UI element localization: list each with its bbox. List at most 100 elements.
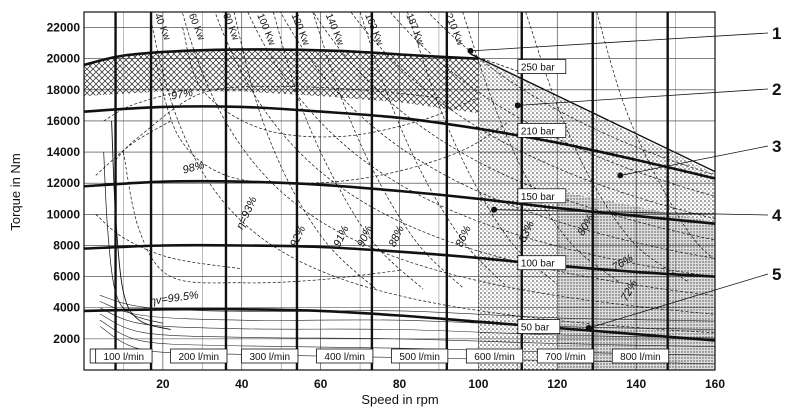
power-curve-2: [214, 12, 715, 297]
efficiency-contour: [272, 12, 424, 290]
efficiency-label: η=93%: [234, 195, 260, 232]
x-tick-label: 160: [705, 377, 725, 391]
leader-250bar: [482, 58, 518, 72]
pressure-curve-4: [84, 307, 715, 342]
power-label: 140 Kw: [323, 12, 346, 48]
efficiency-contour: [103, 91, 179, 122]
power-curve-6: [350, 12, 715, 219]
callout-number: 2: [772, 80, 781, 99]
volumetric-efficiency-line: [99, 307, 715, 339]
flow-label-box: [611, 348, 670, 364]
y-tick-label: 4000: [53, 301, 80, 315]
efficiency-label: 86%: [454, 224, 474, 249]
efficiency-label: 88%: [387, 224, 407, 249]
pressure-label-box: [517, 319, 561, 334]
power-curve-0: [150, 20, 715, 334]
plot-frame: [83, 11, 716, 371]
pressure-label-box: [517, 188, 567, 204]
pressure-label: 210 bar: [521, 126, 556, 137]
volumetric-efficiency-line: [99, 295, 715, 322]
flow-label: 300 l/min: [249, 352, 290, 363]
flow-label: 700 l/min: [545, 352, 586, 363]
efficiency-contour-left: [111, 120, 171, 330]
efficiency-label: 97%: [170, 87, 194, 103]
callout-leader-3: [620, 145, 769, 176]
pressure-curves: [84, 48, 715, 342]
efficiency-label: ηv=99.5%: [149, 289, 200, 308]
flow-label: 800 l/min: [620, 352, 661, 363]
power-label: 163 Kw: [362, 12, 385, 48]
callout-number: 5: [772, 265, 781, 284]
callout-leader-4: [494, 209, 769, 216]
y-tick-label: 2000: [53, 332, 80, 346]
x-tick-label: 100: [468, 377, 488, 391]
flow-label-box: [241, 348, 299, 364]
y-tick-label: 10000: [47, 207, 81, 221]
pressure-label-box: [517, 59, 567, 74]
callout-leader-2: [517, 88, 769, 106]
power-curve-1: [182, 13, 715, 315]
power-curve-7: [389, 12, 715, 197]
pressure-label: 50 bar: [521, 323, 550, 334]
callout-number: 4: [772, 206, 782, 225]
grid-lines: [84, 12, 715, 370]
callout-leader-1: [470, 32, 769, 52]
callout-leader-5: [588, 273, 769, 329]
flow-label: 600 l/min: [474, 352, 515, 363]
pressure-label: 100 bar: [521, 259, 556, 270]
flow-label: 500 l/min: [399, 352, 440, 363]
y-tick-label: 22000: [47, 21, 81, 35]
efficiency-contour: [123, 152, 400, 284]
efficiency-contour: [312, 12, 463, 288]
efficiency-label: 91%: [331, 224, 351, 249]
flow-label-box: [536, 348, 595, 364]
y-tick-label: 20000: [47, 52, 81, 66]
flow-label-box: [391, 348, 449, 364]
flow-label: 400 l/min: [324, 352, 365, 363]
efficiency-contour: [596, 12, 715, 260]
plot-border: [83, 11, 716, 371]
x-tick-label: 80: [393, 377, 407, 391]
x-tick-label: 20: [156, 377, 170, 391]
pressure-curve-1: [84, 105, 715, 180]
pressure-label-box: [517, 123, 567, 138]
y-tick-label: 6000: [53, 270, 80, 284]
flow-label-box: [316, 348, 374, 364]
x-tick-label: 40: [235, 377, 249, 391]
volumetric-efficiency-line: [99, 319, 715, 356]
power-curves: [150, 12, 715, 334]
y-tick-label: 8000: [53, 238, 80, 252]
power-label: 120 Kw: [289, 12, 312, 48]
flow-label-box: [95, 348, 153, 364]
pressure-label-box: [517, 255, 567, 271]
efficiency-contour: [95, 120, 171, 176]
pressure-label: 150 bar: [521, 192, 556, 203]
callout-number: 3: [772, 137, 781, 156]
pressure-label: 250 bar: [521, 63, 556, 74]
y-tick-label: 16000: [47, 114, 81, 128]
pressure-curve-0: [84, 48, 479, 67]
y-tick-label: 18000: [47, 83, 81, 97]
callout-number: 1: [772, 24, 781, 43]
power-curve-3: [247, 12, 715, 278]
y-tick-label: 12000: [47, 176, 81, 190]
volumetric-efficiency-line: [99, 313, 715, 347]
volumetric-efficiency-line: [99, 301, 715, 330]
efficiency-label: 98%: [181, 159, 206, 176]
power-curve-5: [312, 12, 715, 241]
y-axis-label: Torque in Nm: [8, 153, 23, 230]
flow-label-box: [465, 348, 524, 364]
efficiency-contour: [359, 12, 507, 287]
x-tick-label: 120: [547, 377, 567, 391]
x-tick-label: 140: [626, 377, 646, 391]
pressure-curve-2: [84, 179, 715, 225]
x-axis-label: Speed in rpm: [361, 392, 438, 407]
efficiency-label: 92%: [288, 224, 308, 249]
flow-label: 100 l/min: [104, 352, 145, 363]
y-tick-label: 14000: [47, 145, 81, 159]
efficiency-contour: [462, 12, 621, 284]
flow-label-box: [170, 348, 228, 364]
power-label: 100 Kw: [254, 12, 277, 48]
flow-label: 200 l/min: [178, 352, 219, 363]
